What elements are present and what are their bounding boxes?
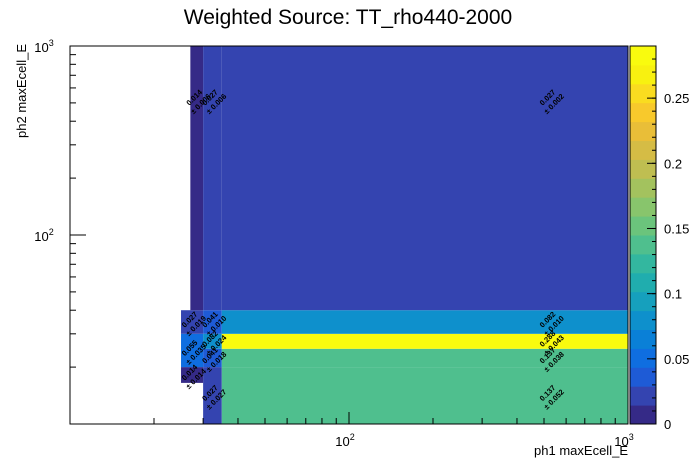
x-axis-title: ph1 maxEcell_E (534, 443, 628, 458)
heatmap-cell (203, 46, 222, 311)
y-tick-base: 10 (34, 40, 48, 55)
colorbar-tick-label: 0.1 (664, 287, 682, 302)
heatmap-cell (203, 367, 222, 424)
heatmap-cell (181, 310, 204, 334)
colorbar-segment (630, 386, 656, 406)
colorbar-segment (630, 197, 656, 217)
colorbar-tick-label: 0 (664, 417, 671, 432)
heatmap-cell (221, 46, 628, 311)
heatmap-cells (181, 46, 628, 424)
x-tick-exp: 2 (350, 432, 355, 442)
colorbar-segment (630, 140, 656, 160)
y-tick-exp: 3 (49, 38, 54, 48)
heatmap-cell (221, 333, 628, 349)
heatmap-cell (203, 310, 222, 334)
colorbar-border (629, 45, 657, 425)
y-tick-exp: 2 (49, 227, 54, 237)
colorbar-tick-label: 0.25 (664, 91, 689, 106)
colorbar-segment (630, 329, 656, 349)
colorbar-segment (630, 64, 656, 85)
y-tick-base: 10 (34, 229, 48, 244)
colorbar-segment (630, 405, 656, 425)
colorbar-segment (630, 310, 656, 330)
x-tick-base: 10 (614, 434, 628, 449)
x-tick-exp: 3 (629, 432, 634, 442)
colorbar-segment (630, 46, 656, 66)
colorbar-segment (630, 83, 656, 104)
heatmap-cell (181, 333, 204, 368)
x-tick-label: 103 (614, 432, 633, 449)
y-axis-title: ph2 maxEcell_E (14, 44, 29, 138)
x-tick-label: 102 (335, 432, 354, 449)
colorbar-segment (630, 291, 656, 312)
heatmap-cell (221, 348, 628, 368)
colorbar-segment (630, 102, 656, 123)
colorbar-segment (630, 253, 656, 274)
x-tick-base: 10 (335, 434, 349, 449)
colorbar-segment (630, 159, 656, 179)
colorbar: 0 0.05 0.1 0.15 0.2 0.25 (629, 45, 689, 432)
heatmap-cell (221, 367, 628, 424)
y-tick-label: 102 (34, 227, 53, 244)
colorbar-tick-label: 0.2 (664, 156, 682, 171)
y-tick-label: 103 (34, 38, 53, 55)
x-axis: 102 103 (153, 412, 634, 449)
colorbar-tick-label: 0.05 (664, 352, 689, 367)
heatmap-cell (203, 348, 222, 368)
colorbar-segment (630, 178, 656, 198)
colorbar-segment (630, 348, 656, 368)
colorbar-segment (630, 272, 656, 293)
chart-title: Weighted Source: TT_rho440-2000 (184, 6, 512, 29)
colorbar-tick-label: 0.15 (664, 221, 689, 236)
heatmap-cell (181, 367, 204, 383)
colorbar-segment (630, 367, 656, 387)
heatmap-cell (190, 46, 204, 311)
colorbar-segment (630, 121, 656, 141)
colorbar-segment (630, 216, 656, 236)
colorbar-segment (630, 235, 656, 255)
heatmap-cell (221, 310, 628, 334)
heatmap-cell (203, 333, 222, 349)
